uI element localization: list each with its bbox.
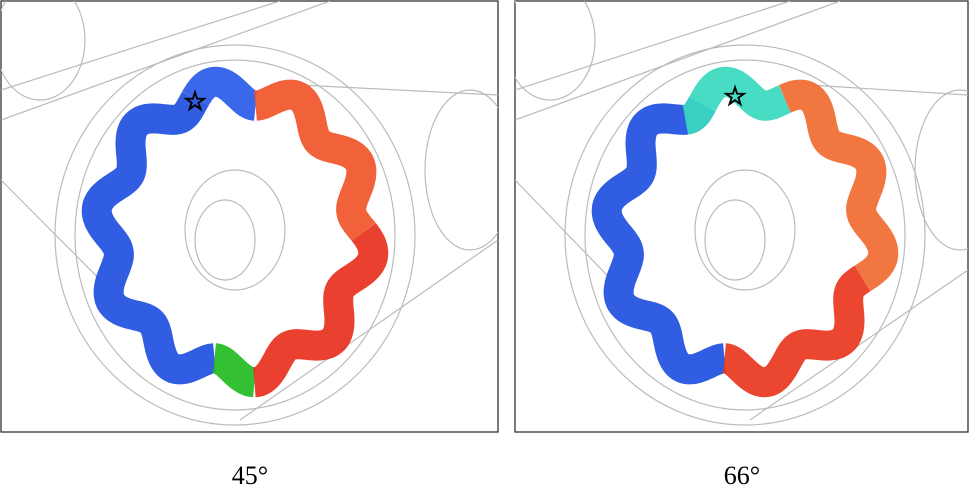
ring-segment (242, 79, 377, 245)
panel-45: ☆ (0, 0, 499, 433)
star-marker: ☆ (723, 82, 746, 111)
ring-segment (81, 86, 228, 385)
ring-segment (711, 265, 876, 398)
flow-ring (81, 66, 389, 398)
star-marker: ☆ (183, 87, 206, 116)
ring-segment (201, 343, 267, 398)
ring-segment (181, 66, 269, 121)
ring-segment (772, 79, 899, 292)
flow-ring (591, 66, 899, 398)
ring-segment (672, 66, 798, 135)
ring-segment (591, 91, 738, 385)
caption: 45° (232, 461, 268, 490)
panel-66: ☆ (514, 0, 969, 433)
background-geometry (1, 1, 498, 426)
ring-segment (241, 219, 389, 398)
background-geometry (515, 1, 968, 426)
caption: 66° (724, 461, 760, 490)
